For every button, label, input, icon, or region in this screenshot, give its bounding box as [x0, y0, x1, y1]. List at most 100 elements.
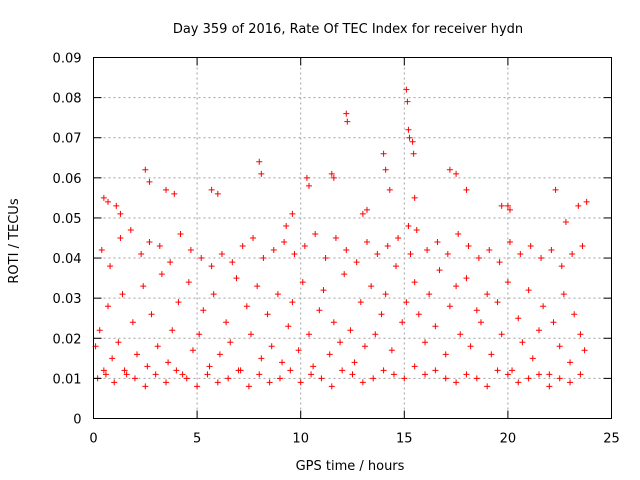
- data-point: [337, 339, 344, 346]
- data-point: [388, 347, 395, 354]
- data-point: [285, 323, 292, 330]
- x-tick-label: 10: [292, 432, 309, 447]
- data-point: [129, 319, 136, 326]
- data-point: [473, 307, 480, 314]
- data-point: [403, 299, 410, 306]
- data-point: [558, 263, 565, 270]
- data-point: [305, 331, 312, 338]
- data-point: [577, 331, 584, 338]
- data-point: [179, 371, 186, 378]
- data-point: [351, 359, 358, 366]
- data-point: [477, 319, 484, 326]
- data-point: [167, 259, 174, 266]
- data-point: [403, 86, 410, 93]
- data-point: [374, 251, 381, 258]
- data-point: [254, 283, 261, 290]
- data-point: [156, 243, 163, 250]
- data-point: [529, 355, 536, 362]
- y-tick-label: 0.05: [53, 212, 82, 227]
- data-point: [372, 331, 379, 338]
- data-point: [198, 255, 205, 262]
- data-point: [343, 247, 350, 254]
- data-point: [330, 174, 337, 181]
- data-point: [583, 198, 590, 205]
- data-point: [341, 271, 348, 278]
- data-point: [409, 138, 416, 145]
- data-point: [463, 275, 470, 282]
- data-point: [384, 243, 391, 250]
- data-point: [175, 299, 182, 306]
- data-point: [517, 251, 524, 258]
- data-point: [422, 371, 429, 378]
- x-tick-label: 15: [396, 432, 413, 447]
- data-point: [318, 375, 325, 382]
- data-point: [214, 190, 221, 197]
- grid-lines: [93, 57, 612, 419]
- data-point: [410, 150, 417, 157]
- data-point: [382, 291, 389, 298]
- data-point: [204, 371, 211, 378]
- data-point: [535, 371, 542, 378]
- data-point: [291, 251, 298, 258]
- data-point: [256, 371, 263, 378]
- x-tick-label: 20: [500, 432, 517, 447]
- data-point: [243, 303, 250, 310]
- data-point: [368, 283, 375, 290]
- data-point: [210, 291, 217, 298]
- data-point: [287, 367, 294, 374]
- data-point: [256, 158, 263, 165]
- data-point: [105, 303, 112, 310]
- data-point: [194, 383, 201, 390]
- data-point: [415, 311, 422, 318]
- data-point: [276, 375, 283, 382]
- data-point: [163, 186, 170, 193]
- data-point: [100, 194, 107, 201]
- data-point: [359, 210, 366, 217]
- data-point: [401, 375, 408, 382]
- data-point: [105, 198, 112, 205]
- data-point: [411, 363, 418, 370]
- data-point: [121, 367, 128, 374]
- data-point: [506, 239, 513, 246]
- plot-frame: [93, 57, 612, 419]
- data-point: [297, 379, 304, 386]
- data-point: [111, 379, 118, 386]
- data-point: [494, 367, 501, 374]
- data-point: [227, 339, 234, 346]
- data-point: [258, 355, 265, 362]
- data-point: [206, 363, 213, 370]
- data-point: [515, 315, 522, 322]
- data-point: [109, 355, 116, 362]
- data-point: [316, 307, 323, 314]
- data-point: [100, 367, 107, 374]
- data-point: [127, 226, 134, 233]
- data-point: [264, 311, 271, 318]
- data-point: [214, 379, 221, 386]
- data-point: [525, 375, 532, 382]
- data-point: [138, 251, 145, 258]
- data-point: [233, 275, 240, 282]
- x-axis-label: GPS time / hours: [296, 459, 405, 474]
- data-point: [303, 174, 310, 181]
- data-point: [310, 363, 317, 370]
- data-point: [349, 371, 356, 378]
- data-point: [117, 235, 124, 241]
- data-point: [569, 251, 576, 258]
- data-point: [488, 351, 495, 358]
- data-point: [185, 279, 192, 286]
- data-point: [196, 331, 203, 338]
- data-point: [556, 375, 563, 382]
- data-point: [328, 383, 335, 390]
- y-tick-label: 0.01: [53, 372, 82, 387]
- data-point: [484, 383, 491, 390]
- data-point: [562, 218, 569, 225]
- data-point: [575, 202, 582, 209]
- x-tick-label: 5: [193, 432, 201, 447]
- data-point: [535, 327, 542, 334]
- data-point: [229, 259, 236, 266]
- data-point: [504, 279, 511, 286]
- data-point: [200, 307, 207, 314]
- data-point: [432, 367, 439, 374]
- data-point: [158, 271, 165, 278]
- data-point: [560, 291, 567, 298]
